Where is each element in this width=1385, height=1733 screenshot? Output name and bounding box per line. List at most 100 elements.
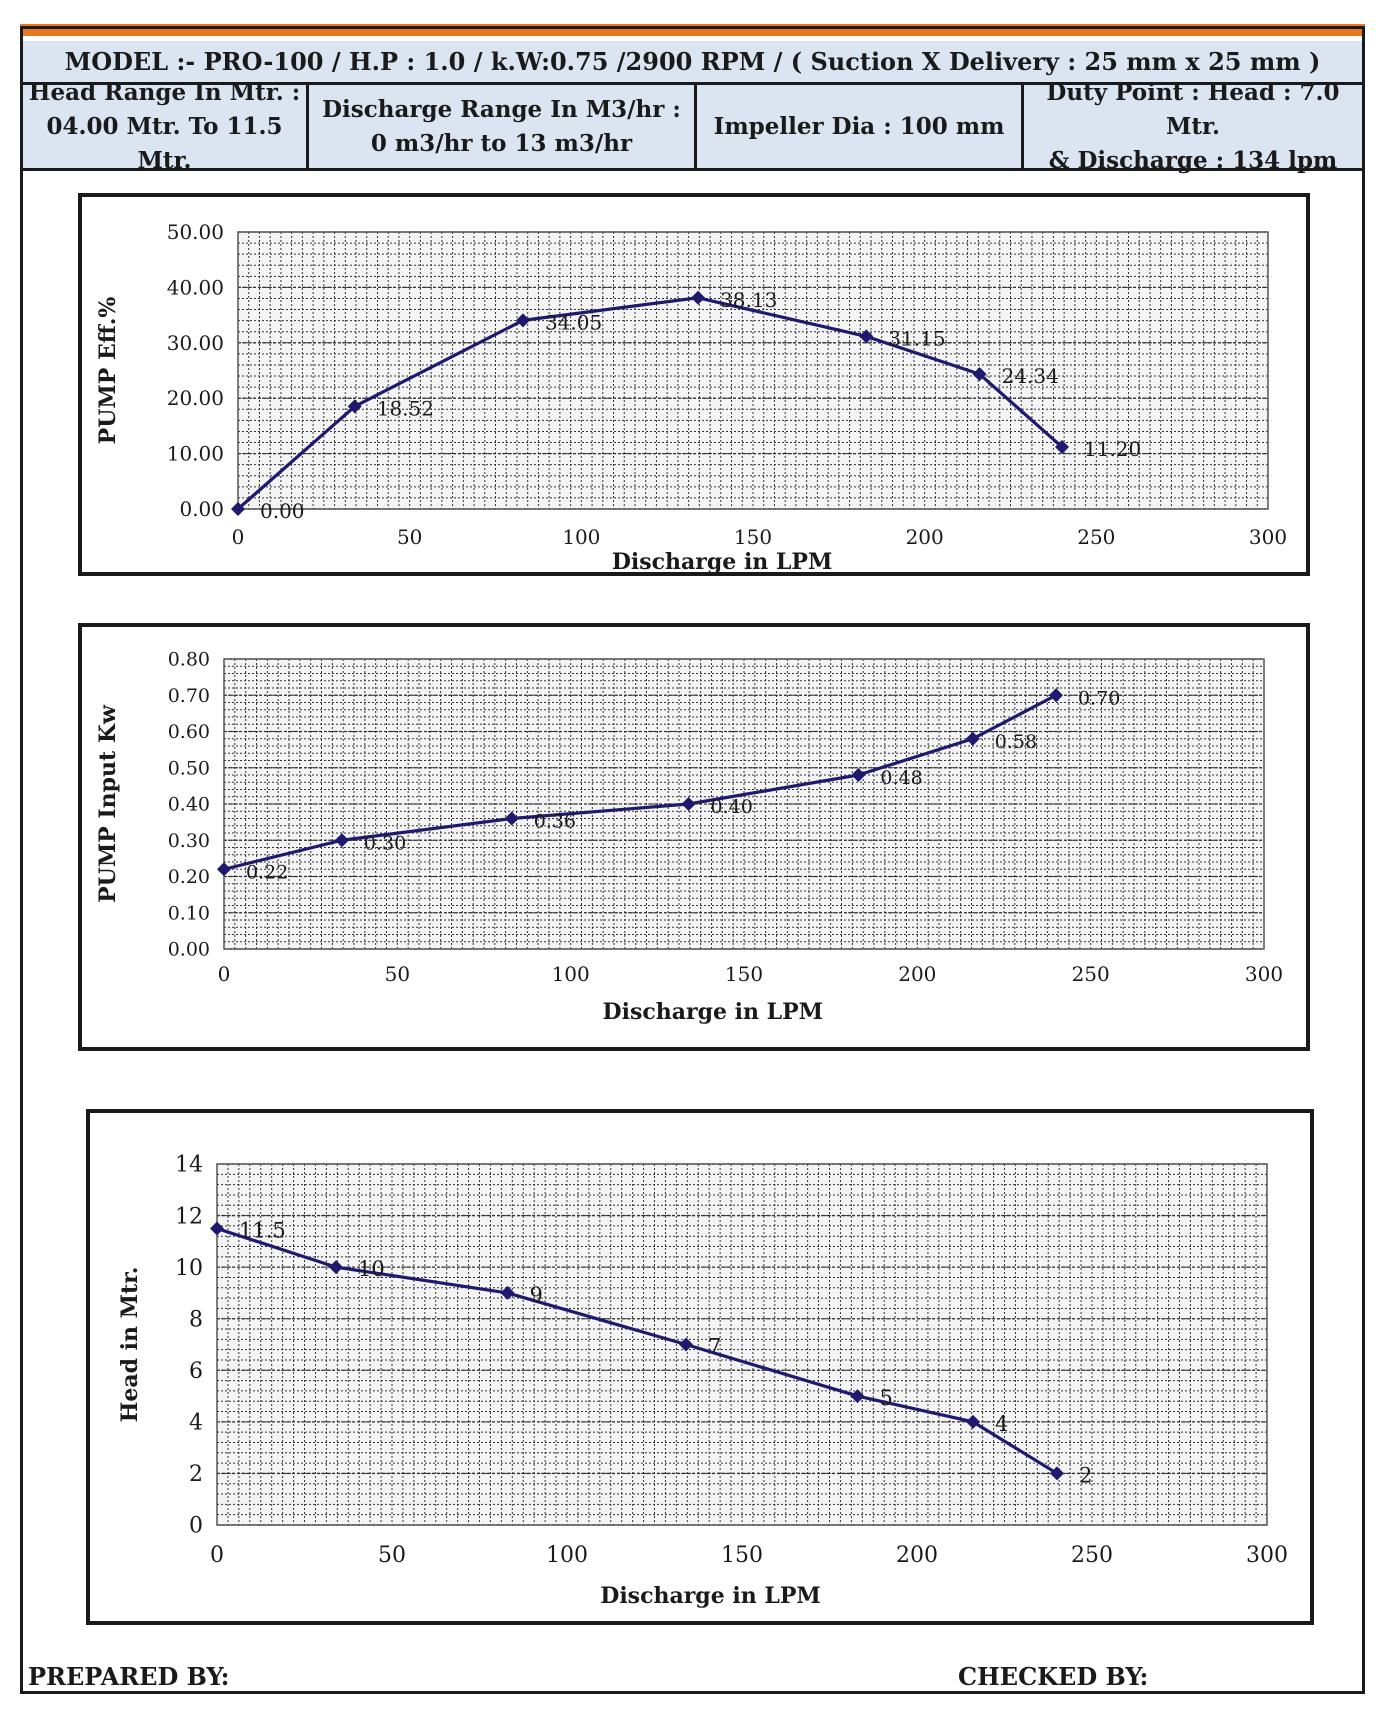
data-label: 4 — [995, 1412, 1008, 1436]
data-label: 0.70 — [1078, 687, 1120, 709]
checked-by-label: CHECKED BY: — [958, 1662, 1149, 1691]
data-point-marker — [500, 1285, 515, 1300]
data-point-marker — [231, 502, 245, 516]
data-label: 0.30 — [364, 832, 406, 854]
data-point-marker — [217, 862, 231, 877]
efficiency-chart-box: 0.00 10.00 20.00 30.00 40.00 50.00 0 50 100 150 20… — [78, 193, 1310, 576]
prepared-by-label: PREPARED BY: — [28, 1662, 230, 1691]
y-tick-label: 0.00 — [168, 939, 210, 961]
y-tick-label: 0.70 — [168, 685, 210, 707]
data-label: 18.52 — [377, 396, 434, 420]
data-label: 2 — [1079, 1463, 1092, 1487]
data-label: 0.00 — [260, 499, 305, 523]
data-point-marker — [972, 367, 987, 382]
data-point-marker — [851, 768, 866, 782]
data-point-marker — [347, 399, 362, 414]
data-label: 0.58 — [995, 731, 1037, 753]
data-point-marker — [681, 797, 696, 811]
data-label: 0.36 — [534, 811, 576, 833]
duty-point-discharge: & Discharge : 134 lpm — [1048, 146, 1338, 174]
data-point-marker — [329, 1260, 343, 1275]
y-tick-label: 10 — [175, 1256, 203, 1281]
y-tick-label: 4 — [189, 1411, 203, 1436]
data-label: 7 — [708, 1335, 721, 1359]
efficiency-chart: 0.00 10.00 20.00 30.00 40.00 50.00 0 50 100 150 20… — [95, 220, 1287, 572]
data-label: 0.40 — [711, 796, 753, 818]
x-tick-label: 200 — [906, 525, 944, 549]
x-tick-label: 100 — [562, 525, 600, 549]
plot-area — [238, 232, 1268, 509]
data-point-marker — [691, 290, 706, 305]
data-label: 0.48 — [880, 767, 922, 789]
head-range-cell: Head Range In Mtr. : 04.00 Mtr. To 11.5 … — [23, 79, 309, 174]
minor-grid — [217, 1164, 1267, 1525]
y-tick-label: 0.30 — [168, 830, 210, 852]
y-axis-label: PUMP Input Kw — [95, 704, 121, 903]
model-line: MODEL :- PRO-100 / H.P : 1.0 / k.W:0.75 … — [64, 47, 1321, 76]
head-range-title: Head Range In Mtr. : — [28, 78, 301, 106]
discharge-range-value: 0 m3/hr to 13 m3/hr — [370, 129, 633, 157]
data-point-marker — [1055, 439, 1069, 454]
data-point-marker — [859, 329, 874, 344]
spec-row: Head Range In Mtr. : 04.00 Mtr. To 11.5 … — [23, 79, 1362, 174]
y-tick-label: 30.00 — [167, 331, 224, 355]
plot-border — [216, 1163, 1268, 1526]
input-kw-chart-box: 0.00 0.10 0.20 0.30 0.40 0.50 0.60 0.70 0.80 0 50 1… — [78, 623, 1310, 1051]
y-tick-label: 0.60 — [168, 721, 210, 743]
data-label: 9 — [530, 1283, 543, 1307]
head-chart: 0 2 4 6 8 10 12 14 0 50 100 150 200 250 300 Discharge i… — [117, 1153, 1288, 1609]
data-label: 0.22 — [246, 861, 288, 883]
data-point-marker — [1050, 1466, 1064, 1481]
impeller-dia: Impeller Dia : 100 mm — [713, 112, 1005, 140]
x-tick-label: 250 — [1077, 525, 1115, 549]
data-point-marker — [334, 833, 349, 848]
x-tick-label: 300 — [1246, 1543, 1288, 1568]
y-tick-label: 0.20 — [168, 866, 210, 888]
minor-grid — [224, 659, 1264, 949]
data-label: 34.05 — [545, 310, 602, 334]
y-tick-label: 40.00 — [167, 275, 224, 299]
y-tick-label: 0.00 — [179, 497, 224, 521]
duty-point-head: Duty Point : Head : 7.0 Mtr. — [1046, 78, 1340, 140]
plot-border — [223, 658, 1265, 950]
y-tick-label: 14 — [175, 1153, 203, 1178]
datasheet-frame — [20, 26, 1365, 1694]
data-point-marker — [1049, 688, 1063, 703]
data-point-marker — [965, 731, 980, 746]
discharge-range-title: Discharge Range In M3/hr : — [322, 95, 681, 123]
x-tick-label: 150 — [734, 525, 772, 549]
duty-point-cell: Duty Point : Head : 7.0 Mtr. & Discharge… — [1024, 79, 1362, 174]
x-tick-label: 150 — [725, 962, 763, 986]
y-tick-label: 0.40 — [168, 794, 210, 816]
x-tick-label: 100 — [546, 1543, 588, 1568]
input-kw-chart: 0.00 0.10 0.20 0.30 0.40 0.50 0.60 0.70 0.80 0 50 1… — [95, 649, 1283, 1025]
data-label: 11.5 — [239, 1218, 286, 1242]
x-tick-label: 100 — [552, 962, 590, 986]
data-label: 24.34 — [1002, 364, 1059, 388]
x-axis-label: Discharge in LPM — [603, 999, 823, 1025]
x-tick-label: 250 — [1072, 962, 1110, 986]
x-tick-label: 250 — [1071, 1543, 1113, 1568]
data-point-marker — [966, 1414, 980, 1429]
x-axis-label: Discharge in LPM — [600, 1583, 820, 1609]
x-tick-label: 50 — [378, 1543, 406, 1568]
data-label: 5 — [880, 1386, 893, 1410]
y-tick-label: 8 — [189, 1307, 203, 1332]
x-tick-label: 200 — [898, 962, 936, 986]
x-tick-label: 300 — [1249, 525, 1287, 549]
data-point-marker — [210, 1221, 224, 1236]
x-tick-label: 50 — [385, 962, 410, 986]
y-tick-label: 20.00 — [167, 386, 224, 410]
data-label: 38.13 — [720, 288, 777, 312]
y-tick-label: 6 — [189, 1359, 203, 1384]
model-header: MODEL :- PRO-100 / H.P : 1.0 / k.W:0.75 … — [23, 41, 1362, 85]
y-axis-label: Head in Mtr. — [117, 1267, 143, 1423]
x-tick-label: 0 — [232, 525, 245, 549]
x-tick-label: 0 — [218, 962, 231, 986]
discharge-range-cell: Discharge Range In M3/hr : 0 m3/hr to 13… — [309, 85, 697, 168]
y-tick-label: 10.00 — [167, 442, 224, 466]
y-tick-label: 12 — [175, 1204, 203, 1229]
y-axis-label: PUMP Eff.% — [95, 297, 121, 445]
data-point-marker — [515, 313, 530, 328]
head-chart-box: 0 2 4 6 8 10 12 14 0 50 100 150 200 250 300 Discharge i… — [86, 1109, 1314, 1625]
